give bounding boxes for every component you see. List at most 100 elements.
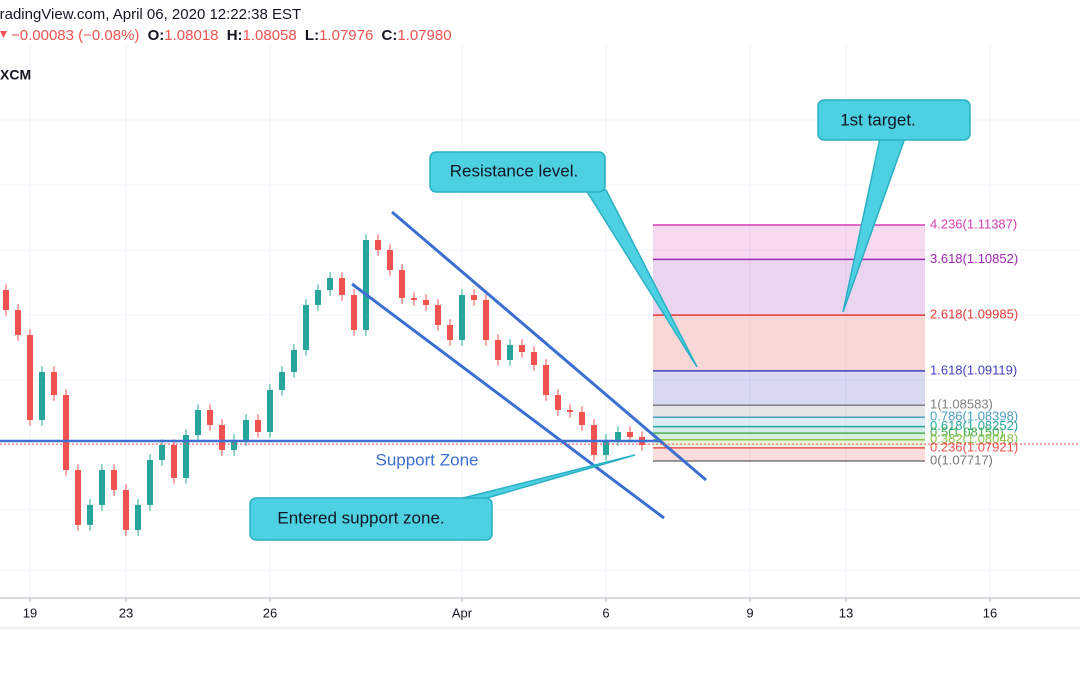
fib-label: 0.382(1.08048) bbox=[930, 431, 1018, 446]
candle-body bbox=[507, 344, 513, 360]
callout-text: Resistance level. bbox=[450, 161, 579, 180]
x-tick-label: Apr bbox=[452, 605, 473, 620]
ohlc-value: 1.07980 bbox=[397, 27, 451, 44]
candle-body bbox=[51, 371, 57, 396]
candle-body bbox=[195, 409, 201, 436]
fib-band bbox=[653, 426, 925, 434]
candle-body bbox=[627, 431, 633, 437]
candle-body bbox=[363, 239, 369, 331]
x-tick-label: 23 bbox=[119, 605, 133, 620]
candle-body bbox=[123, 489, 129, 530]
ohlc-value: 1.07976 bbox=[319, 27, 373, 44]
candle-body bbox=[111, 469, 117, 490]
channel-lower bbox=[351, 282, 665, 520]
candle-body bbox=[159, 444, 165, 460]
ohlc-key: H: bbox=[227, 27, 243, 44]
fib-band bbox=[653, 433, 925, 440]
candle-body bbox=[471, 295, 477, 300]
candle-body bbox=[435, 304, 441, 325]
candle-body bbox=[63, 395, 69, 470]
ohlc-value: 1.08058 bbox=[243, 27, 297, 44]
candle-body bbox=[495, 339, 501, 360]
candle-body bbox=[183, 435, 189, 478]
candle-body bbox=[327, 277, 333, 291]
x-tick-label: 26 bbox=[263, 605, 277, 620]
candle-body bbox=[39, 371, 45, 420]
fib-band bbox=[653, 259, 925, 316]
candle-body bbox=[267, 389, 273, 432]
candle-body bbox=[87, 504, 93, 525]
x-axis-labels: 19 23 26 Apr 6 9 13 16 bbox=[23, 598, 997, 620]
candle-body bbox=[147, 459, 153, 505]
fibonacci-extension: 4.236(1.11387) 3.618(1.10852) 2.618(1.0998… bbox=[653, 216, 1018, 467]
fib-label: 2.618(1.09985) bbox=[930, 307, 1018, 322]
candle-body bbox=[207, 409, 213, 425]
x-tick-label: 16 bbox=[983, 605, 997, 620]
x-tick-label: 13 bbox=[839, 605, 853, 620]
callout-box bbox=[429, 151, 606, 193]
fib-band bbox=[653, 315, 925, 371]
ohlc-value: 1.08018 bbox=[164, 27, 218, 44]
fib-label: 3.618(1.10852) bbox=[930, 251, 1018, 266]
candle-body bbox=[615, 431, 621, 440]
candle-body bbox=[447, 324, 453, 340]
candle-body bbox=[399, 270, 405, 298]
support-zone-label: Support Zone bbox=[375, 450, 478, 469]
x-tick-label: 19 bbox=[23, 605, 37, 620]
candle-body bbox=[303, 304, 309, 351]
fib-label: 0.5(1.08150) bbox=[930, 425, 1004, 440]
symbol: XCM bbox=[0, 67, 31, 83]
candle-body bbox=[3, 290, 9, 311]
candle-body bbox=[291, 350, 297, 372]
candle-body bbox=[375, 239, 381, 251]
fib-label: 4.236(1.11387) bbox=[930, 216, 1017, 231]
candle-body bbox=[603, 439, 609, 456]
candle-body bbox=[219, 424, 225, 450]
candle-body bbox=[555, 395, 561, 410]
header-values: −0.00083 (−0.08%) O:1.08018 H:1.08058 L:… bbox=[11, 27, 452, 44]
fib-label: 0.786(1.08398) bbox=[930, 409, 1018, 424]
fib-band bbox=[653, 447, 925, 461]
candle-body bbox=[171, 444, 177, 478]
candle-body bbox=[231, 439, 237, 450]
fib-label: 1(1.08583) bbox=[930, 397, 993, 412]
channel-upper bbox=[391, 210, 707, 482]
candle-body bbox=[75, 469, 81, 525]
candle-body bbox=[579, 411, 585, 425]
callout-text: 1st target. bbox=[840, 110, 916, 129]
ohlc-key: C: bbox=[382, 27, 398, 44]
fib-label: 0.236(1.07921) bbox=[930, 439, 1018, 454]
down-arrow-icon bbox=[0, 31, 7, 38]
fib-band bbox=[653, 417, 925, 427]
candle-body bbox=[543, 364, 549, 396]
callout-box bbox=[817, 99, 971, 141]
candle-body bbox=[423, 299, 429, 305]
candle-body bbox=[99, 469, 105, 505]
ohlc-key: L: bbox=[305, 27, 319, 44]
candle-body bbox=[279, 371, 285, 390]
candle-body bbox=[351, 295, 357, 331]
candle-body bbox=[243, 419, 249, 440]
callout-text: Entered support zone. bbox=[277, 508, 444, 527]
candle-body bbox=[519, 344, 525, 352]
candle-body bbox=[531, 351, 537, 365]
candle-body bbox=[27, 335, 33, 420]
x-tick-label: 9 bbox=[746, 605, 753, 620]
candle-body bbox=[339, 277, 345, 296]
callout-box bbox=[249, 497, 493, 541]
candle-body bbox=[135, 504, 141, 530]
candle-body bbox=[459, 295, 465, 340]
fib-label: 1.618(1.09119) bbox=[930, 362, 1017, 377]
ohlc-key: O: bbox=[148, 27, 165, 44]
header-source: TradingView.com, April 06, 2020 12:22:38… bbox=[0, 6, 301, 23]
fib-band bbox=[653, 405, 925, 418]
fib-band bbox=[653, 225, 925, 260]
candle-body bbox=[411, 297, 417, 300]
candle-body bbox=[315, 290, 321, 305]
x-tick-label: 6 bbox=[602, 605, 609, 620]
drawings bbox=[0, 210, 1080, 520]
fib-label: 0(1.07717) bbox=[930, 452, 993, 467]
candle-body bbox=[483, 299, 489, 340]
candle-body bbox=[387, 250, 393, 271]
